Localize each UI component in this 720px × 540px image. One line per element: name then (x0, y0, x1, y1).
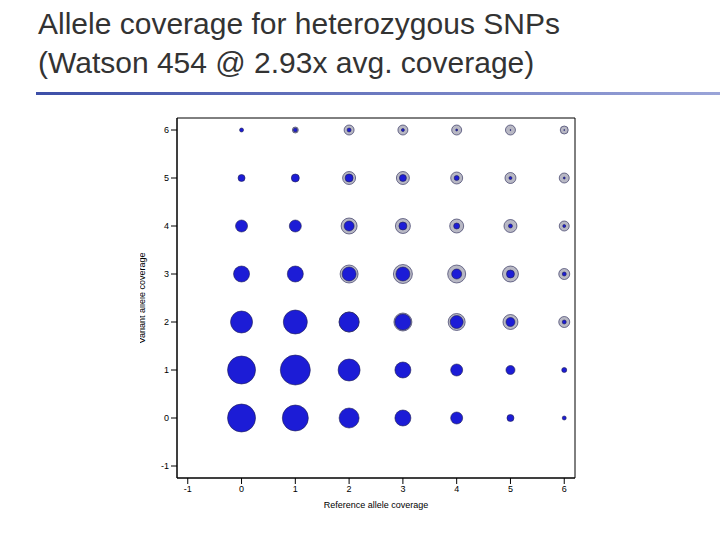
svg-text:1: 1 (293, 484, 298, 494)
svg-text:-1: -1 (161, 461, 169, 471)
svg-text:1: 1 (164, 365, 169, 375)
svg-text:6: 6 (164, 125, 169, 135)
svg-text:4: 4 (164, 221, 169, 231)
svg-text:5: 5 (164, 173, 169, 183)
svg-text:2: 2 (347, 484, 352, 494)
svg-text:4: 4 (454, 484, 459, 494)
svg-text:Variant allele coverage: Variant allele coverage (140, 253, 147, 344)
svg-text:0: 0 (239, 484, 244, 494)
html-text:(Watson 454 @ 2.93x avg. cover: (Watson 454 @ 2.93x avg. coverage) (38, 46, 535, 79)
html-text:Allele coverage for heterozygo: Allele coverage for heterozygous SNPs (38, 7, 560, 40)
svg-text:2: 2 (164, 317, 169, 327)
svg-text:5: 5 (508, 484, 513, 494)
svg-text:Reference allele coverage: Reference allele coverage (324, 500, 429, 510)
svg-text:0: 0 (164, 413, 169, 423)
svg-text:3: 3 (400, 484, 405, 494)
svg-text:6: 6 (562, 484, 567, 494)
svg-text:3: 3 (164, 269, 169, 279)
svg-text:-1: -1 (184, 484, 192, 494)
